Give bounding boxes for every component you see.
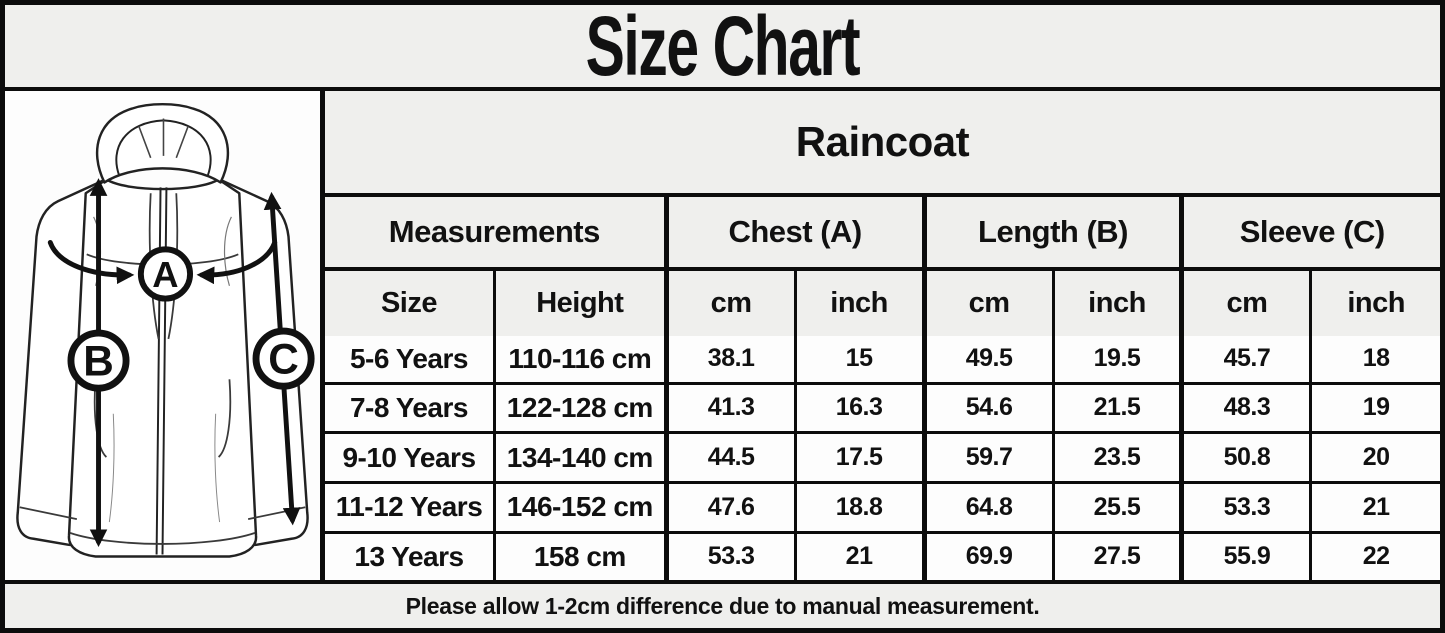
size-table-container: Raincoat Measurements Chest (A) Length (…: [325, 91, 1440, 580]
size-cell: 23.5: [1051, 431, 1184, 485]
col-height: Height: [492, 267, 668, 336]
table-row: 9-10 Years 134-140 cm 44.5 17.5 59.7 23.5 50.8…: [325, 431, 1440, 485]
size-cell: 25.5: [1051, 481, 1184, 534]
table-row: 13 Years 158 cm 53.3 21 69.9 27.5 55.9 22: [325, 530, 1440, 580]
measure-label-c: C: [252, 327, 315, 390]
size-cell: 64.8: [921, 481, 1055, 534]
chest-arrow-left: [47, 240, 135, 285]
size-cell: 146-152 cm: [492, 481, 668, 534]
size-table-body: 5-6 Years 110-116 cm 38.1 15 49.5 19.5 45.7 18 7…: [325, 335, 1440, 580]
size-cell: 21: [793, 530, 926, 580]
size-cell: 47.6: [663, 481, 797, 534]
size-cell: 53.3: [663, 530, 797, 580]
size-cell: 122-128 cm: [492, 381, 668, 435]
size-cell: 7-8 Years: [325, 381, 496, 435]
size-cell: 21.5: [1051, 381, 1184, 435]
size-cell: 13 Years: [325, 530, 496, 580]
header-length: Length (B): [921, 193, 1184, 271]
size-cell: 59.7: [921, 431, 1055, 485]
size-cell: 134-140 cm: [492, 431, 668, 485]
col-length-inch: inch: [1051, 267, 1184, 336]
size-cell: 69.9: [921, 530, 1055, 580]
product-header-row: Raincoat: [325, 91, 1440, 197]
raincoat-sketch-image: A B C: [16, 102, 315, 558]
label-c-text: C: [268, 335, 299, 382]
measure-label-a: A: [137, 246, 194, 302]
col-size: Size: [325, 267, 496, 336]
size-cell: 53.3: [1179, 481, 1313, 534]
table-row: 7-8 Years 122-128 cm 41.3 16.3 54.6 21.5 48.3 1…: [325, 381, 1440, 435]
jacket-hood: [95, 102, 230, 184]
size-table: Raincoat Measurements Chest (A) Length (…: [325, 91, 1440, 580]
size-cell: 45.7: [1179, 335, 1313, 385]
header-sleeve: Sleeve (C): [1179, 193, 1440, 271]
measure-label-b: B: [67, 329, 130, 392]
size-cell: 38.1: [663, 335, 797, 385]
col-sleeve-inch: inch: [1309, 267, 1440, 336]
raincoat-diagram: A B C: [5, 91, 325, 580]
footer-note-bar: Please allow 1-2cm difference due to man…: [5, 584, 1440, 628]
size-cell: 17.5: [793, 431, 926, 485]
label-b-text: B: [83, 337, 114, 384]
size-cell: 27.5: [1051, 530, 1184, 580]
sub-header-row: Size Height cm inch cm inch cm inch: [325, 267, 1440, 336]
col-chest-inch: inch: [793, 267, 926, 336]
size-cell: 49.5: [921, 335, 1055, 385]
size-cell: 9-10 Years: [325, 431, 496, 485]
product-name: Raincoat: [325, 91, 1440, 197]
size-cell: 5-6 Years: [325, 335, 496, 385]
size-cell: 11-12 Years: [325, 481, 496, 534]
label-a-text: A: [152, 254, 178, 295]
size-cell: 41.3: [663, 381, 797, 435]
size-cell: 19: [1309, 381, 1440, 435]
col-chest-cm: cm: [663, 267, 797, 336]
size-cell: 18: [1309, 335, 1440, 385]
size-cell: 54.6: [921, 381, 1055, 435]
content-area: A B C: [5, 91, 1440, 584]
col-sleeve-cm: cm: [1179, 267, 1313, 336]
size-cell: 48.3: [1179, 381, 1313, 435]
size-cell: 21: [1309, 481, 1440, 534]
footer-note: Please allow 1-2cm difference due to man…: [405, 592, 1040, 619]
size-cell: 110-116 cm: [492, 335, 668, 385]
group-header-row: Measurements Chest (A) Length (B) Sleeve…: [325, 193, 1440, 271]
size-cell: 55.9: [1179, 530, 1313, 580]
title-bar: Size Chart: [5, 0, 1440, 93]
size-cell: 50.8: [1179, 431, 1313, 485]
table-row: 11-12 Years 146-152 cm 47.6 18.8 64.8 25.5 53.…: [325, 481, 1440, 534]
table-row: 5-6 Years 110-116 cm 38.1 15 49.5 19.5 45.7 18: [325, 335, 1440, 385]
size-cell: 19.5: [1051, 335, 1184, 385]
size-cell: 44.5: [663, 431, 797, 485]
header-chest: Chest (A): [663, 193, 926, 271]
size-cell: 16.3: [793, 381, 926, 435]
size-cell: 158 cm: [492, 530, 668, 580]
chest-arrow-right: [196, 240, 278, 285]
page-title: Size Chart: [585, 0, 861, 93]
col-length-cm: cm: [921, 267, 1055, 336]
size-cell: 22: [1309, 530, 1440, 580]
size-cell: 20: [1309, 431, 1440, 485]
header-measurements: Measurements: [325, 193, 668, 271]
size-cell: 18.8: [793, 481, 926, 534]
size-cell: 15: [793, 335, 926, 385]
